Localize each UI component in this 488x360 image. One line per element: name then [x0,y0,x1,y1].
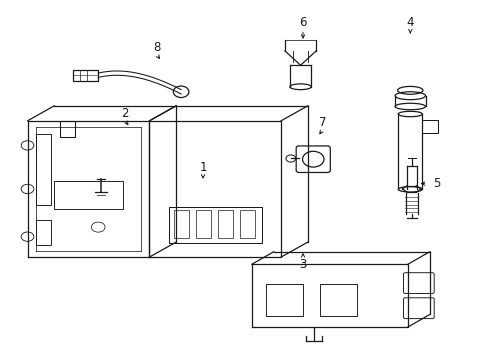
Bar [173,211,189,238]
Bar [217,211,233,238]
Bar [73,69,98,81]
Text: 2: 2 [121,107,128,120]
Bar [239,211,254,238]
Bar [266,284,303,316]
Text: 4: 4 [406,16,413,29]
Text: 8: 8 [153,41,160,54]
Text: 7: 7 [318,116,325,129]
Bar [36,134,51,205]
Text: 6: 6 [299,16,306,29]
Bar [195,211,211,238]
Bar [61,121,75,137]
Text: 3: 3 [299,258,306,271]
Text: 1: 1 [199,161,206,174]
Bar [320,284,356,316]
Bar [421,120,437,134]
Bar [54,181,122,210]
Text: 5: 5 [432,177,440,190]
Bar [36,220,51,245]
